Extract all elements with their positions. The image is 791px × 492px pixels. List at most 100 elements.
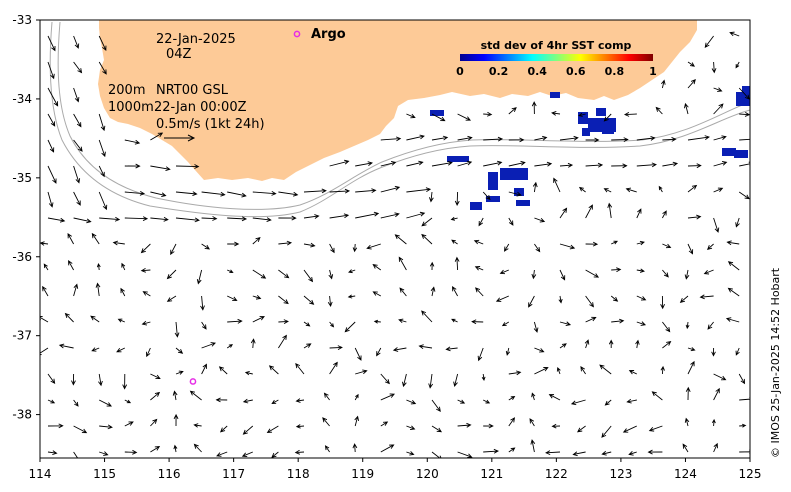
current-arrow [227, 191, 247, 198]
current-arrow [531, 101, 537, 115]
current-arrow [478, 217, 484, 227]
current-arrow [713, 135, 727, 141]
current-arrow [303, 188, 327, 194]
y-tick-label: -36 [12, 250, 32, 264]
current-arrow [499, 269, 509, 275]
current-arrow [685, 386, 691, 401]
current-arrow [429, 261, 435, 271]
argo-float-marker [189, 378, 197, 385]
current-arrow [150, 391, 161, 401]
current-arrow [99, 451, 109, 456]
current-arrow [73, 283, 79, 297]
current-arrow [418, 344, 433, 350]
depth-label-1000: 1000m [108, 100, 154, 115]
current-arrow [431, 135, 449, 141]
current-arrow [347, 294, 356, 299]
current-arrow [713, 87, 723, 92]
current-arrow [324, 445, 330, 453]
current-arrow [166, 269, 177, 280]
current-arrow [372, 263, 382, 271]
current-arrow [226, 344, 234, 349]
current-arrow [559, 207, 568, 219]
current-arrow [99, 424, 113, 430]
current-arrow [189, 390, 202, 401]
product-label: NRT00 GSL [156, 83, 229, 98]
current-arrow [475, 287, 484, 297]
current-arrow [244, 371, 253, 376]
current-arrow [40, 241, 49, 246]
hour-label: 04Z [166, 47, 192, 62]
current-arrow [352, 443, 358, 453]
current-arrow [585, 316, 597, 323]
current-arrow [451, 239, 458, 245]
current-arrow [295, 424, 305, 429]
current-arrow [636, 321, 647, 326]
current-arrow [471, 319, 484, 325]
current-arrow [218, 366, 228, 375]
current-arrow [117, 318, 125, 323]
current-arrow [559, 321, 572, 327]
current-arrow [483, 423, 494, 429]
current-arrow [124, 449, 138, 455]
current-arrow [278, 295, 289, 305]
current-arrow [91, 347, 100, 352]
current-arrow [47, 165, 57, 184]
current-arrow [457, 399, 466, 404]
current-arrow [699, 294, 714, 300]
current-arrow [607, 202, 613, 219]
x-tick-label: 119 [351, 467, 374, 481]
current-arrow [687, 214, 702, 220]
current-arrow [585, 241, 599, 247]
current-arrow [329, 159, 350, 167]
current-arrow [483, 136, 504, 142]
current-arrow [142, 291, 151, 297]
current-arrow [623, 112, 637, 117]
current-arrow [457, 160, 473, 167]
current-arrow [150, 373, 161, 380]
argo-float-markers [189, 378, 197, 385]
current-arrow [713, 387, 720, 401]
current-arrow [68, 260, 74, 271]
current-arrow [684, 269, 690, 280]
current-arrow [687, 360, 695, 375]
current-arrow [329, 243, 335, 254]
current-arrow [711, 347, 716, 357]
current-arrow [601, 450, 612, 456]
current-arrow [73, 35, 80, 49]
current-arrow [58, 343, 74, 349]
current-arrow [611, 137, 629, 143]
current-arrow [531, 392, 536, 401]
sst-cell [550, 92, 560, 98]
current-arrow [508, 191, 522, 197]
x-tick-label: 123 [609, 467, 632, 481]
current-arrow [73, 399, 79, 407]
current-arrow [47, 61, 55, 80]
y-tick-label: -38 [12, 408, 32, 422]
current-arrow [47, 191, 54, 208]
current-arrow [250, 338, 256, 349]
current-arrow [394, 234, 407, 245]
sst-cell [722, 148, 736, 156]
current-arrow [704, 35, 714, 48]
current-arrow [739, 396, 750, 402]
current-arrow [406, 451, 415, 456]
current-arrow [559, 269, 566, 281]
current-arrow [271, 451, 279, 458]
current-arrow [366, 243, 381, 250]
current-arrow [200, 295, 205, 311]
x-tick-label: 114 [29, 467, 52, 481]
current-arrow [421, 233, 433, 245]
current-arrow [508, 370, 522, 376]
current-arrow [572, 451, 586, 457]
x-tick-label: 116 [158, 467, 181, 481]
current-arrow [428, 191, 434, 203]
current-arrow [73, 425, 88, 434]
current-arrow [170, 243, 177, 256]
current-arrow [322, 417, 330, 427]
current-arrow [73, 139, 83, 152]
current-arrow [216, 451, 228, 457]
current-arrow [604, 399, 612, 406]
current-arrow [47, 139, 55, 153]
current-arrow [483, 448, 499, 454]
current-arrow [242, 425, 254, 435]
